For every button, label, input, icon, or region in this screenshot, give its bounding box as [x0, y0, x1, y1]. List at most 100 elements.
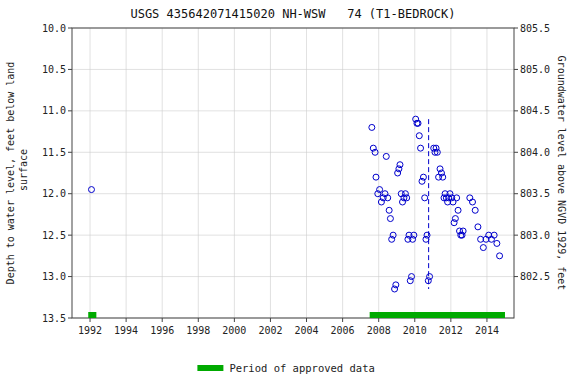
point — [459, 232, 465, 238]
dashed-line — [428, 119, 429, 289]
title: USGS 435642071415020 NH-WSW 74 (T1-BEDRO… — [130, 7, 455, 21]
tick-mark — [162, 318, 163, 322]
point — [480, 245, 486, 251]
point — [424, 232, 430, 238]
point — [383, 153, 389, 159]
x-tick-label: 2008 — [367, 325, 391, 336]
point — [395, 170, 401, 176]
y2-tick-label: 803.5 — [520, 188, 550, 199]
y-axis-label-line: surface — [18, 149, 29, 197]
point — [369, 124, 375, 130]
point — [452, 216, 458, 222]
chart: 1992199419961998200020022004200620082010… — [0, 0, 576, 384]
y-axis-label-line: Depth to water level, feet below land — [5, 62, 16, 285]
grid-line — [162, 28, 163, 318]
tick-mark — [198, 318, 199, 322]
y-tick-label: 10.0 — [42, 23, 66, 34]
point — [385, 195, 391, 201]
point — [407, 278, 413, 284]
y-tick-label: 12.0 — [42, 188, 66, 199]
tick-mark — [514, 152, 518, 153]
grid-line — [72, 110, 514, 111]
x-tick-label: 2000 — [222, 325, 246, 336]
grid-line — [72, 152, 514, 153]
x-tick-label: 1998 — [186, 325, 210, 336]
point — [440, 174, 446, 180]
point — [475, 224, 481, 230]
plot-frame — [72, 28, 514, 318]
tick-mark — [68, 110, 72, 111]
tick-mark — [68, 276, 72, 277]
point — [372, 149, 378, 155]
point — [451, 220, 457, 226]
tick-mark — [126, 318, 127, 322]
y2-tick-label: 803.0 — [520, 230, 550, 241]
point — [423, 236, 429, 242]
point — [470, 199, 476, 205]
legend: Period of approved data — [197, 362, 374, 374]
tick-mark — [378, 318, 379, 322]
grid-line — [198, 28, 199, 318]
point — [409, 274, 415, 280]
x-tick-label: 1994 — [114, 325, 138, 336]
grid-line — [342, 28, 343, 318]
x-tick-label: 2002 — [258, 325, 282, 336]
point — [377, 187, 383, 193]
point — [393, 282, 399, 288]
point — [397, 162, 403, 168]
grid — [72, 28, 514, 318]
y-tick-label: 10.5 — [42, 64, 66, 75]
tick-mark — [68, 193, 72, 194]
x-tick-label: 2012 — [439, 325, 463, 336]
y2-tick-label: 804.0 — [520, 147, 550, 158]
tick-mark — [68, 318, 72, 319]
y-tick-label: 11.5 — [42, 147, 66, 158]
grid-line — [72, 276, 514, 277]
point — [420, 174, 426, 180]
point — [491, 232, 497, 238]
point — [494, 240, 500, 246]
point — [387, 216, 393, 222]
point — [425, 278, 431, 284]
grid-line — [486, 28, 487, 318]
point — [422, 195, 428, 201]
point — [392, 286, 398, 292]
point — [411, 232, 417, 238]
tick-mark — [306, 318, 307, 322]
point — [396, 166, 402, 172]
point — [454, 195, 460, 201]
y2-tick-label: 804.5 — [520, 105, 550, 116]
grid-line — [72, 235, 514, 236]
point — [460, 228, 466, 234]
tick-mark — [234, 318, 235, 322]
tick-mark — [68, 69, 72, 70]
grid-line — [90, 28, 91, 318]
grid-line — [234, 28, 235, 318]
tick-mark — [514, 28, 518, 29]
point — [497, 253, 503, 259]
tick-mark — [342, 318, 343, 322]
x-tick-label: 2010 — [403, 325, 427, 336]
grid-line — [72, 69, 514, 70]
legend-swatch — [197, 365, 223, 371]
tick-mark — [414, 318, 415, 322]
x-tick-label: 1996 — [150, 325, 174, 336]
approved-span — [370, 312, 505, 318]
point — [88, 187, 94, 193]
axes: 1992199419961998200020022004200620082010… — [42, 23, 550, 337]
y2-tick-label: 805.0 — [520, 64, 550, 75]
marks — [88, 116, 505, 318]
point — [415, 120, 421, 126]
x-tick-label: 1992 — [78, 325, 102, 336]
tick-mark — [514, 110, 518, 111]
x-tick-label: 2014 — [475, 325, 499, 336]
point — [373, 174, 379, 180]
tick-mark — [68, 235, 72, 236]
legend-label: Period of approved data — [229, 362, 374, 374]
y2-tick-label: 802.5 — [520, 271, 550, 282]
y-tick-label: 11.0 — [42, 105, 66, 116]
tick-mark — [486, 318, 487, 322]
point — [433, 145, 439, 151]
approved-span — [88, 312, 96, 318]
tick-mark — [90, 318, 91, 322]
